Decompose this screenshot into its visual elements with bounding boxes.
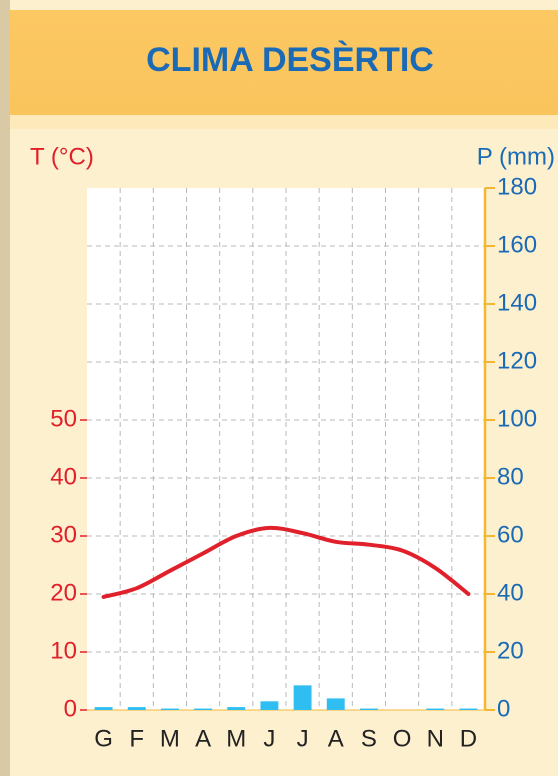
x-tick-label: M [160,725,180,752]
bar [360,709,378,710]
y2-tick-label: 20 [497,637,524,664]
y2-tick-label: 40 [497,579,524,606]
bar [128,707,146,710]
x-tick-label: N [427,725,444,752]
bar [426,709,444,710]
title-shadow [10,115,558,129]
y-axis-label: T (°C) [30,143,94,170]
bar [95,707,113,710]
bar [161,709,179,710]
bar [459,709,477,710]
x-tick-label: J [297,725,309,752]
x-tick-label: F [129,725,144,752]
x-tick-label: G [94,725,113,752]
y2-tick-label: 180 [497,173,537,200]
y2-tick-label: 0 [497,695,510,722]
chart: CLIMA DESÈRTIC T (°C) P (mm) 0 20 40 60 80 10… [0,0,558,776]
bar [227,707,245,710]
y2-tick-label: 160 [497,231,537,258]
bar [194,709,212,710]
y-tick-label: 20 [50,579,77,606]
page: CLIMA DESÈRTIC T (°C) P (mm) 0 20 40 60 80 10… [0,0,558,776]
y2-tick-label: 120 [497,347,537,374]
x-tick-label: A [328,725,344,752]
bar [294,685,312,710]
bar [260,701,278,710]
x-tick-label: M [226,725,246,752]
photo-edge [0,0,10,776]
y2-axis-label: P (mm) [477,143,555,170]
y-tick-label: 10 [50,637,77,664]
x-tick-label: O [393,725,412,752]
y-tick-label: 0 [64,695,77,722]
y2-tick-label: 140 [497,289,537,316]
y-tick-label: 40 [50,463,77,490]
y-tick-label: 50 [50,405,77,432]
y2-tick-label: 60 [497,521,524,548]
y2-tick-label: 100 [497,405,537,432]
x-tick-label: S [361,725,377,752]
x-tick-label: A [195,725,211,752]
x-tick-label: D [460,725,477,752]
chart-title: CLIMA DESÈRTIC [146,41,434,79]
y2-tick-label: 80 [497,463,524,490]
bar [327,698,345,710]
x-tick-label: J [263,725,275,752]
y-tick-label: 30 [50,521,77,548]
